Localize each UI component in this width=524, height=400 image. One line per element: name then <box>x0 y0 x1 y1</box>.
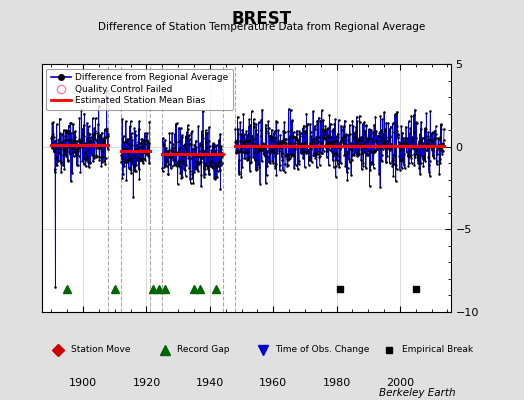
Text: Empirical Break: Empirical Break <box>401 346 473 354</box>
Text: 1940: 1940 <box>196 378 224 388</box>
Text: 2000: 2000 <box>386 378 414 388</box>
Text: Difference of Station Temperature Data from Regional Average: Difference of Station Temperature Data f… <box>99 22 425 32</box>
Text: Record Gap: Record Gap <box>177 346 230 354</box>
Text: 1920: 1920 <box>133 378 160 388</box>
Text: Time of Obs. Change: Time of Obs. Change <box>275 346 369 354</box>
Text: Station Move: Station Move <box>71 346 130 354</box>
Text: Berkeley Earth: Berkeley Earth <box>379 388 456 398</box>
Text: BREST: BREST <box>232 10 292 28</box>
Text: 1900: 1900 <box>69 378 97 388</box>
Text: 1980: 1980 <box>322 378 351 388</box>
Legend: Difference from Regional Average, Quality Control Failed, Estimated Station Mean: Difference from Regional Average, Qualit… <box>47 68 233 110</box>
Text: 1960: 1960 <box>259 378 287 388</box>
